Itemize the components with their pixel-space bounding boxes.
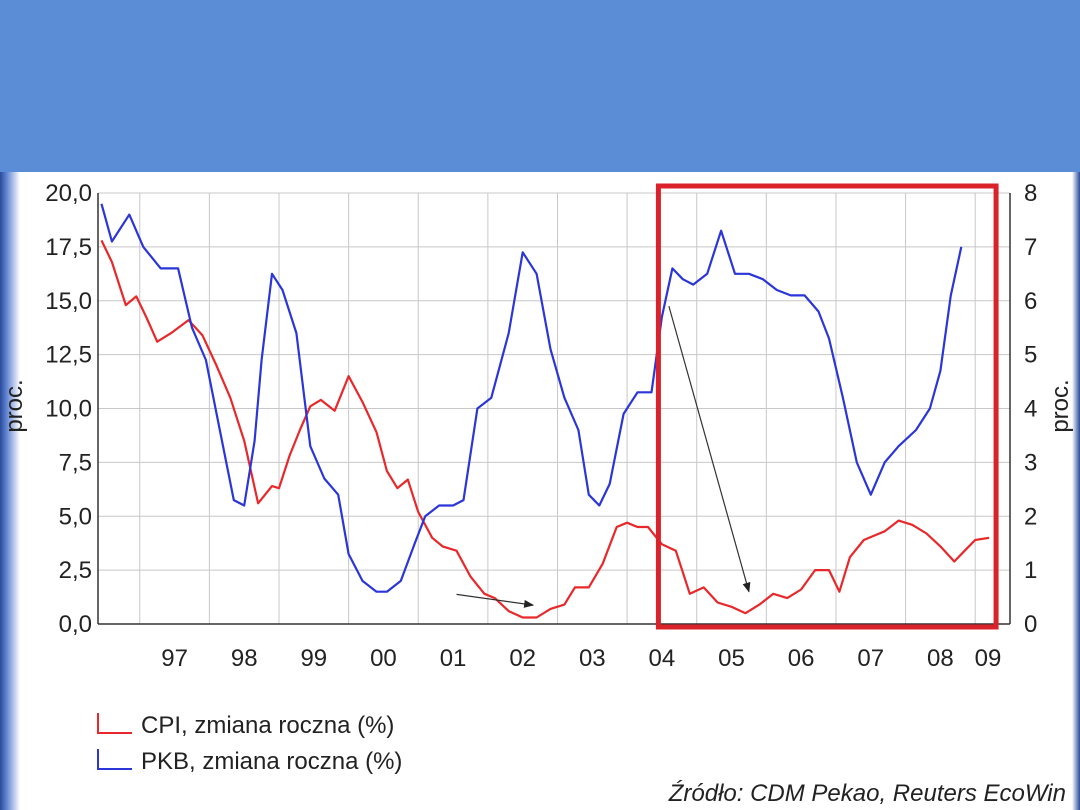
y-axis-right-label: proc. (1047, 379, 1074, 432)
y-left-tick-label: 2,5 (59, 557, 92, 584)
legend-swatch-pkb (97, 749, 132, 770)
x-tick-label: 00 (370, 645, 397, 672)
series-line-cpi (100, 239, 990, 619)
x-tick-label: 97 (161, 645, 188, 672)
y-right-tick-label: 6 (1024, 288, 1037, 315)
axes (97, 193, 1011, 625)
y-right-tick-label: 5 (1024, 342, 1037, 369)
legend: CPI, zmiana roczna (%) PKB, zmiana roczn… (97, 712, 402, 775)
y-left-tick-label: 17,5 (45, 234, 92, 261)
left-decorative-strip (0, 172, 20, 810)
annotation-arrow-1 (456, 593, 535, 608)
y-left-tick-label: 0,0 (59, 611, 92, 638)
legend-swatch-cpi (97, 713, 132, 734)
x-tick-label: 98 (231, 645, 258, 672)
y-right-tick-label: 1 (1024, 557, 1037, 584)
y-right-tick-label: 4 (1024, 396, 1037, 423)
legend-label-cpi: CPI, zmiana roczna (%) (141, 712, 394, 739)
y-right-tick-label: 8 (1024, 180, 1037, 207)
x-tick-label: 06 (788, 645, 815, 672)
y-right-tick-label: 2 (1024, 503, 1037, 530)
x-tick-label: 09 (975, 645, 1002, 672)
highlight-box (655, 183, 999, 630)
y-left-tick-label: 5,0 (59, 503, 92, 530)
y-left-tick-label: 7,5 (59, 449, 92, 476)
series-line-pkb (100, 203, 963, 593)
y-right-tick-label: 0 (1024, 611, 1037, 638)
header-band (0, 0, 1080, 172)
y-left-tick-label: 20,0 (45, 180, 92, 207)
x-tick-label: 04 (649, 645, 676, 672)
annotation-arrow-2 (668, 305, 751, 593)
x-tick-label: 03 (579, 645, 606, 672)
tick-labels: 0,0 02,5 15,0 27,5 310,0 412,5 515,0 617,5 720,0… (45, 180, 1037, 672)
x-tick-label: 99 (300, 645, 327, 672)
y-right-tick-label: 7 (1024, 234, 1037, 261)
source-note: Źródło: CDM Pekao, Reuters EcoWin (668, 780, 1066, 807)
y-left-tick-label: 12,5 (45, 342, 92, 369)
y-axis-left-label: proc. (1, 379, 28, 432)
annotations (456, 305, 751, 608)
y-left-tick-label: 15,0 (45, 288, 92, 315)
legend-entry-pkb: PKB, zmiana roczna (%) (97, 748, 402, 775)
legend-label-pkb: PKB, zmiana roczna (%) (141, 748, 402, 775)
x-tick-label: 01 (440, 645, 467, 672)
series (100, 203, 990, 619)
y-right-tick-label: 3 (1024, 449, 1037, 476)
x-tick-label: 07 (857, 645, 884, 672)
right-decorative-strip (1072, 172, 1080, 810)
y-left-tick-label: 10,0 (45, 396, 92, 423)
x-tick-label: 02 (509, 645, 536, 672)
x-tick-label: 08 (927, 645, 954, 672)
x-tick-label: 05 (718, 645, 745, 672)
legend-entry-cpi: CPI, zmiana roczna (%) (97, 712, 394, 739)
